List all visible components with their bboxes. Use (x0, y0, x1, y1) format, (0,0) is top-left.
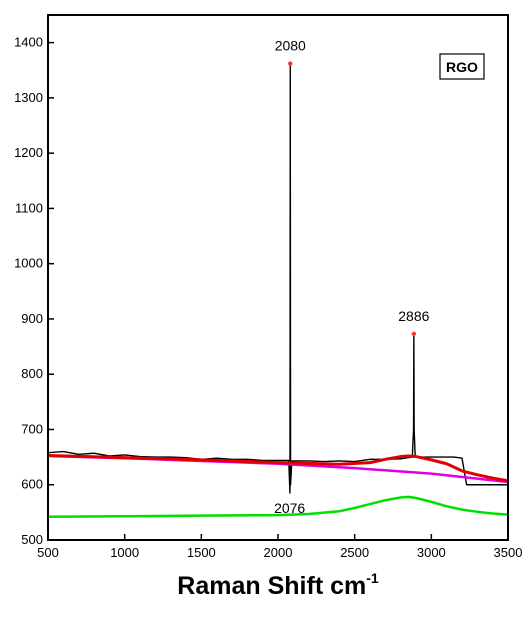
annotation-layer: 2080 2886 2076 (274, 38, 430, 516)
peak-marker (411, 331, 417, 337)
legend-label: RGO (446, 59, 478, 75)
y-tick-label: 1400 (14, 35, 43, 50)
x-axis-label: Raman Shift cm-1 (177, 570, 379, 600)
x-axis-label-superscript: -1 (366, 570, 379, 586)
y-tick-label: 600 (21, 477, 43, 492)
x-tick-label: 3000 (417, 545, 446, 560)
series-layer (47, 62, 509, 519)
peak-label: 2080 (275, 38, 306, 54)
series-line-fitted-component (47, 495, 509, 519)
ticks-layer: 500 1000 1500 2000 2500 3000 3500 500 600 700 800 9… (14, 35, 522, 560)
y-tick-label: 900 (21, 311, 43, 326)
peak-marker (288, 61, 293, 66)
x-tick-label: 1500 (187, 545, 216, 560)
x-axis-label-main: Raman Shift cm (177, 572, 366, 600)
x-tick-label: 2000 (264, 545, 293, 560)
y-tick-label: 1100 (15, 200, 43, 215)
y-tick-label: 1000 (14, 256, 43, 271)
x-tick-label: 1000 (110, 545, 139, 560)
y-tick-label: 700 (21, 421, 43, 436)
y-tick-label: 500 (21, 532, 43, 547)
x-tick-label: 2500 (340, 545, 369, 560)
peak-label: 2886 (398, 308, 429, 324)
x-tick-label: 500 (37, 545, 59, 560)
legend-box (439, 53, 485, 80)
legend: RGO (439, 53, 485, 80)
peak-label: 2076 (274, 500, 305, 516)
y-tick-label: 800 (21, 366, 43, 381)
series-line-measured-spectrum (47, 62, 508, 494)
series-line-fitted-curve (47, 453, 509, 483)
x-tick-label: 3500 (494, 545, 523, 560)
y-tick-label: 1200 (14, 145, 43, 160)
y-tick-label: 1300 (14, 90, 43, 105)
